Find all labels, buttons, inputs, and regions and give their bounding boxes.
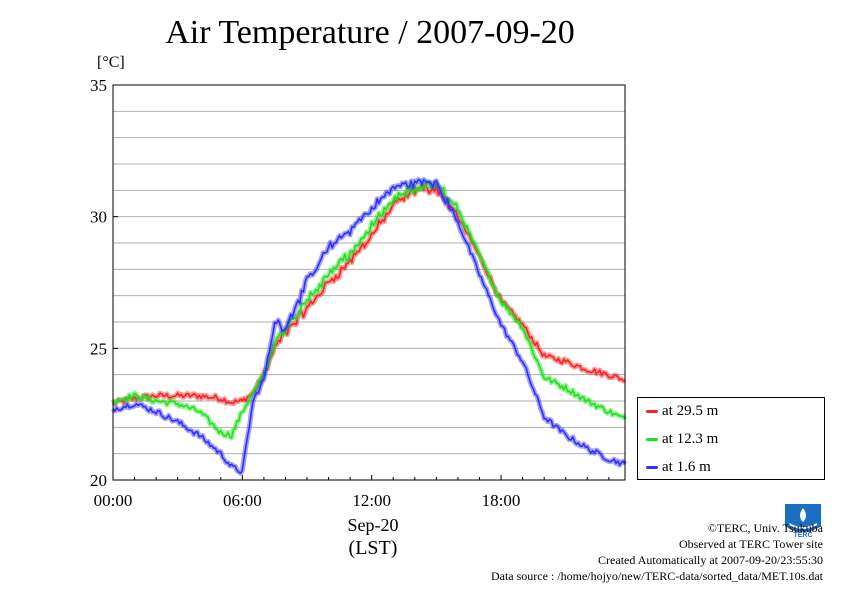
observed-text: Observed at TERC Tower site [678,537,823,551]
plot-frame [112,84,626,481]
legend-swatch [646,465,658,469]
legend-label: at 12.3 m [662,430,719,447]
created-text: Created Automatically at 2007-09-20/23:5… [598,553,823,567]
x-axis-label: Sep-20 [347,515,399,535]
legend-swatch [646,409,658,413]
credits-block: ©TERC, Univ. Tsukuba Observed at TERC To… [491,520,823,584]
terc-logo: TERC [783,502,823,540]
series-line-at-12-3-m [112,181,626,439]
series-line-at-1-6-m [112,178,626,475]
y-tick-label: 30 [90,208,107,227]
legend-item-29-5m: at 29.5 m [646,401,718,421]
series-halo [110,180,628,441]
series-layer [110,177,628,476]
data-source-text: Data source : /home/hojyo/new/TERC-data/… [490,569,823,583]
legend: at 29.5 m at 12.3 m at 1.6 m [637,397,825,480]
tick-layer: 20 25 30 35 00:00 06:00 12:00 18:00 [90,76,610,510]
series-halo [111,181,627,407]
x-tick-label: 18:00 [482,491,521,510]
x-axis-sublabel: (LST) [348,537,398,559]
logo-text: TERC [793,532,812,539]
legend-label: at 29.5 m [662,402,719,419]
copyright-text: ©TERC, Univ. Tsukuba [707,521,823,535]
series-line-at-29-5-m [112,183,626,406]
y-tick-label: 20 [90,471,107,490]
y-tick-label: 35 [90,76,107,95]
x-tick-label: 12:00 [352,491,391,510]
y-tick-label: 25 [90,339,107,358]
x-tick-label: 06:00 [223,491,262,510]
legend-swatch [646,437,658,441]
chart-title: Air Temperature / 2007-09-20 [165,14,575,51]
y-axis-label: [°C] [97,54,125,71]
legend-item-12-3m: at 12.3 m [646,429,718,449]
grid-lines [113,110,625,455]
legend-item-1-6m: at 1.6 m [646,457,711,477]
x-tick-label: 00:00 [94,491,133,510]
legend-label: at 1.6 m [662,458,711,475]
